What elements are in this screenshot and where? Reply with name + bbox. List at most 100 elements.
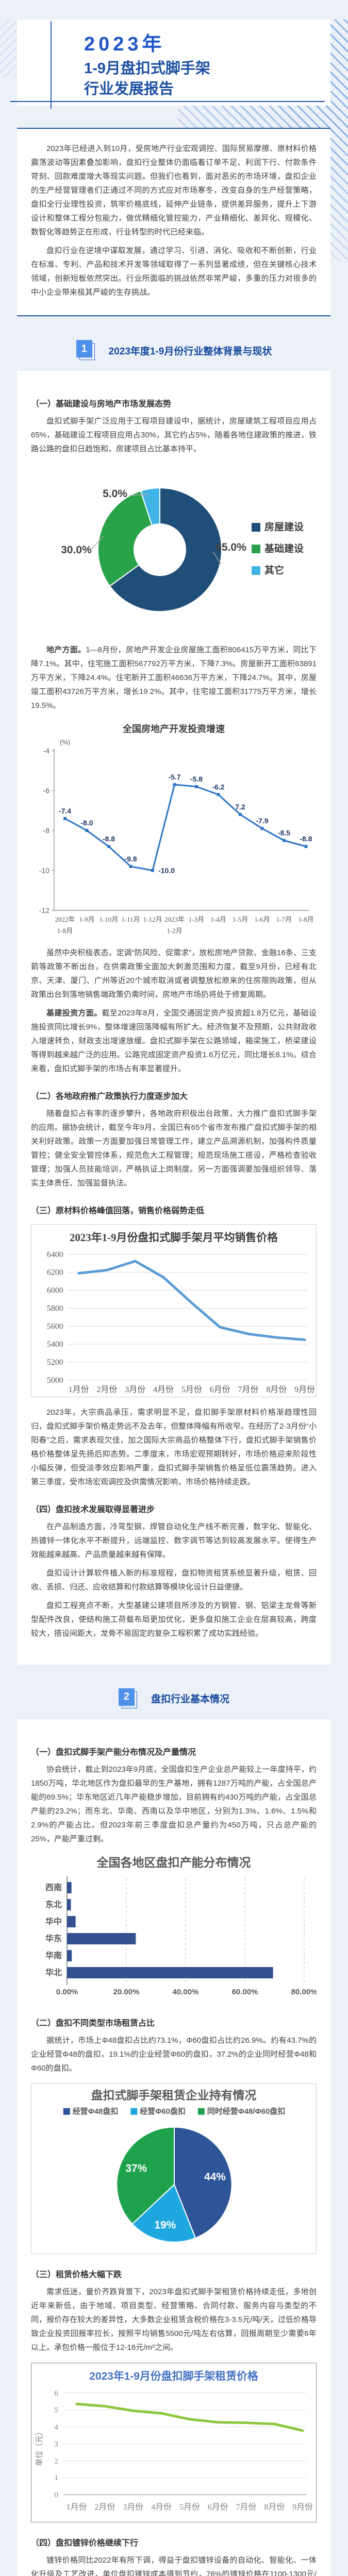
report-title-line2: 行业发展报告	[84, 81, 174, 97]
subheading-1-3: （三）原材料价格峰值回落，销售价格弱势走低	[31, 1207, 205, 1215]
svg-text:7月份: 7月份	[236, 2502, 257, 2512]
svg-text:7.2: 7.2	[235, 803, 245, 811]
subheading-1-1: （一）基础建设与房地产市场发展态势	[31, 400, 172, 409]
svg-text:全国各地区盘扣产能分布情况: 全国各地区盘扣产能分布情况	[96, 1856, 251, 1869]
svg-text:1-3月: 1-3月	[189, 916, 204, 923]
paragraph-body: 截至2023年8月，全国交通固定资产投资超1.8万亿元，基础设施投资同比增长9%…	[31, 1009, 317, 1073]
svg-text:3: 3	[54, 2440, 58, 2448]
svg-text:-8.8: -8.8	[300, 835, 312, 843]
svg-text:1-8月: 1-8月	[298, 916, 313, 923]
svg-text:盘扣式脚手架租赁企业持有情况: 盘扣式脚手架租赁企业持有情况	[91, 2089, 257, 2102]
svg-text:1-2月: 1-2月	[167, 927, 182, 935]
svg-text:-8.5: -8.5	[278, 828, 290, 837]
svg-text:华北: 华北	[45, 1968, 62, 1977]
svg-text:华南: 华南	[45, 1951, 62, 1960]
section-2-header: 2 盘扣行业基本情况	[0, 1688, 348, 1709]
report-title-line1: 1-9月盘扣式脚手架	[84, 60, 210, 77]
svg-text:东北: 东北	[45, 1900, 62, 1909]
svg-text:80.00%: 80.00%	[291, 1988, 317, 1996]
svg-text:2023年: 2023年	[164, 916, 185, 923]
paragraph-lead: 基建投资方面。	[46, 1009, 102, 1018]
svg-text:8月份: 8月份	[264, 2502, 285, 2512]
section-1-title: 2023年度1-9月份行业整体背景与现状	[108, 346, 272, 357]
svg-text:9月份: 9月份	[294, 1385, 315, 1394]
report-year: 2023年	[84, 33, 165, 55]
rental-holding-pie-chart: 盘扣式脚手架租赁企业持有情况 经营Φ48盘扣 经营Φ60盘扣 同时经营Φ48/Φ60盘…	[31, 2083, 317, 2254]
paragraph: 需求低迷，量价齐跌背景下，2023年盘扣式脚手架租赁价格持续走低，多地创近年来新…	[31, 2287, 317, 2352]
svg-text:8月份: 8月份	[266, 1385, 287, 1394]
svg-text:4月份: 4月份	[151, 2502, 172, 2512]
svg-text:-8.0: -8.0	[80, 819, 93, 827]
svg-text:3月份: 3月份	[125, 1385, 145, 1394]
svg-text:5.0%: 5.0%	[103, 488, 127, 500]
svg-text:5200: 5200	[47, 1358, 63, 1367]
svg-text:西南: 西南	[45, 1883, 62, 1892]
svg-text:2: 2	[54, 2457, 58, 2465]
svg-text:1月份: 1月份	[69, 1385, 89, 1394]
svg-text:4: 4	[54, 2423, 58, 2431]
svg-text:1-6月: 1-6月	[254, 916, 270, 923]
svg-text:-4: -4	[43, 747, 50, 755]
svg-text:20.00%: 20.00%	[113, 1988, 140, 1996]
svg-text:-8: -8	[43, 826, 50, 835]
svg-text:单位（元）: 单位（元）	[35, 2428, 44, 2466]
svg-text:5800: 5800	[47, 1304, 63, 1313]
svg-text:7月份: 7月份	[238, 1385, 259, 1394]
paragraph: 随着盘扣占有率的逐步攀升，各地政府积极出台政策，大力推广盘扣式脚手架的应用。据协…	[31, 1109, 317, 1188]
svg-text:房屋建设: 房屋建设	[264, 521, 304, 533]
svg-text:1-5月: 1-5月	[233, 916, 248, 923]
capacity-bar-chart: 全国各地区盘扣产能分布情况 0.00% 20.00% 40.00% 60.00% 80.0…	[31, 1853, 317, 2003]
svg-text:2023年1-9月份盘扣式脚手架月平均销售价格: 2023年1-9月份盘扣式脚手架月平均销售价格	[70, 1231, 278, 1244]
sale-price-svg: 2023年1-9月份盘扣式脚手架月平均销售价格 6400 6200 6000 5800 5…	[47, 1231, 315, 1394]
svg-text:6: 6	[54, 2389, 58, 2397]
svg-text:44%: 44%	[204, 2171, 226, 2183]
paragraph: 虽然中央积极表态，定调“防风险、促需求”，放松房地产贷款、金融16条、三支箭等政…	[31, 948, 317, 999]
svg-text:1-4月: 1-4月	[210, 916, 226, 923]
svg-text:30.0%: 30.0%	[61, 544, 92, 556]
svg-text:-7.9: -7.9	[256, 817, 268, 825]
section-2-card: （一）盘扣式脚手架产能分布情况及产量情况 协会统计，截止到2023年9月底，全国…	[17, 1719, 330, 2576]
paragraph: 基建投资方面。截至2023年8月，全国交通固定资产投资超1.8万亿元，基础设施投…	[31, 1006, 317, 1076]
intro-paragraph-1: 2023年已经进入到10月，受房地产行业宏观调控、国际贸易摩擦、原材料价格震荡波…	[31, 144, 317, 236]
paragraph: 在产品制造方面，冷弯型钢，焊管自动化生产线不断完善，数字化、智能化、热镀锌一体化…	[31, 1522, 317, 1559]
svg-text:0: 0	[54, 2491, 58, 2499]
header-horizontal-rule	[10, 101, 325, 102]
svg-text:经营Φ48盘扣: 经营Φ48盘扣	[73, 2107, 119, 2116]
svg-text:6200: 6200	[47, 1268, 63, 1277]
svg-text:5月份: 5月份	[181, 1385, 202, 1394]
intro-paragraph-2: 盘扣行业在逆境中谋取发展，通过学习、引进、消化、吸收和不断创新，行业在标准、专利…	[31, 246, 317, 297]
svg-text:华中: 华中	[45, 1917, 62, 1926]
svg-text:6月份: 6月份	[210, 1385, 230, 1394]
subheading-2-3: （三）租赁价格大幅下跌	[31, 2270, 122, 2279]
paragraph: 镀锌价格同比2022年有所下调，得益于盘扣镀锌设备的自动化、智能化、一体化升级及…	[31, 2556, 317, 2576]
report-header: 2023年 1-9月盘扣式脚手架 行业发展报告	[10, 20, 330, 109]
svg-text:华东: 华东	[45, 1934, 62, 1943]
svg-text:经营Φ60盘扣: 经营Φ60盘扣	[140, 2107, 186, 2116]
section-2-title: 盘扣行业基本情况	[151, 1694, 229, 1705]
realestate-investment-line-chart: 全国房地产开发投资增速 (%) -4 -6 -8 -10 -12 -7.4 -8.0 -8.8 -9…	[31, 720, 317, 939]
section-1-number: 1	[76, 340, 92, 358]
svg-text:5月份: 5月份	[179, 2502, 200, 2512]
svg-text:4月份: 4月份	[153, 1385, 174, 1394]
svg-text:5: 5	[54, 2406, 58, 2414]
svg-text:6000: 6000	[47, 1286, 63, 1295]
svg-text:基础建设: 基础建设	[264, 543, 304, 554]
svg-text:19%: 19%	[155, 2219, 176, 2231]
paragraph: 据统计，市场上Φ48盘扣占比约73.1%，Φ60盘扣占比约26.9%。约有43.…	[31, 2036, 317, 2073]
rental-price-line-chart: 2023年1-9月份盘扣脚手架租赁价格 单位（元） 6 5 4 3 2 1 0 1月份 2月份 3月份…	[31, 2362, 317, 2523]
svg-text:1-8月: 1-8月	[57, 927, 73, 935]
header-vertical-rule	[51, 21, 52, 109]
subheading-2-2: （二）盘扣不同类型市场租赁占比	[31, 2019, 155, 2028]
subheading-1-4: （四）盘扣技术发展取得显著进步	[31, 1505, 155, 1514]
subheading-1-2: （二）各地政府推广政策执行力度逐步加大	[31, 1092, 188, 1101]
section-2-number: 2	[118, 1688, 135, 1706]
svg-text:-5.7: -5.7	[168, 773, 180, 781]
svg-text:-10: -10	[39, 867, 49, 875]
svg-text:1月份: 1月份	[67, 2502, 87, 2512]
svg-text:1-7月: 1-7月	[276, 916, 292, 923]
paragraph: 地产方面。1—8月份，房地产开发企业房屋施工面积806415万平方米，同比下降7…	[31, 643, 317, 713]
paragraph-lead: 地产方面。	[46, 646, 86, 654]
investment-line-svg: 全国房地产开发投资增速 (%) -4 -6 -8 -10 -12 -7.4 -8.0 -8.8 -9…	[39, 723, 314, 935]
